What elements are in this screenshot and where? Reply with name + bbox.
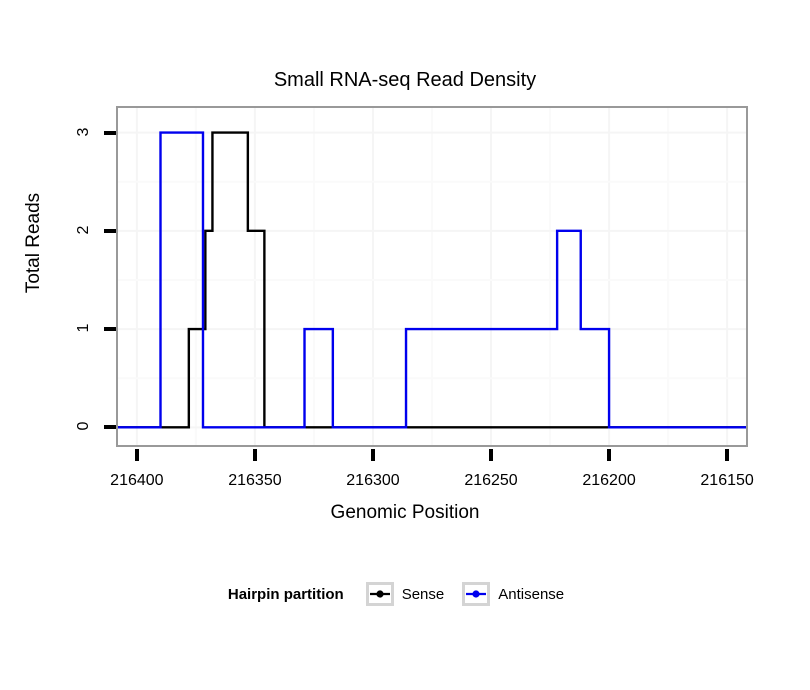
y-tick-mark bbox=[104, 327, 116, 332]
series-line-antisense bbox=[118, 131, 746, 429]
legend-entry-antisense[interactable]: Antisense bbox=[462, 582, 564, 606]
y-axis-label: Total Reads bbox=[23, 192, 44, 294]
y-tick-label: 2 bbox=[75, 225, 92, 235]
legend-title: Hairpin partition bbox=[227, 585, 344, 603]
x-tick-label: 216300 bbox=[346, 472, 400, 489]
x-tick-mark bbox=[607, 449, 612, 461]
plot-panel[interactable] bbox=[116, 106, 748, 447]
x-tick-label: 216350 bbox=[228, 472, 282, 489]
legend: Hairpin partition Sense Antisense bbox=[0, 582, 810, 606]
data-series-group bbox=[118, 131, 746, 429]
legend-label: Sense bbox=[401, 585, 445, 603]
plot-area bbox=[118, 108, 746, 445]
x-tick-mark bbox=[489, 449, 494, 461]
x-tick-label: 216250 bbox=[464, 472, 518, 489]
legend-entry-sense[interactable]: Sense bbox=[365, 582, 445, 606]
page-title: Small RNA-seq Read Density bbox=[273, 69, 537, 91]
y-tick-label: 3 bbox=[75, 127, 92, 137]
x-axis-label: Genomic Position bbox=[330, 502, 480, 523]
x-tick-label: 216150 bbox=[700, 472, 754, 489]
y-tick-mark bbox=[104, 130, 116, 135]
legend-label: Antisense bbox=[498, 585, 565, 603]
y-tick-label: 0 bbox=[75, 421, 92, 431]
legend-entries: Sense Antisense bbox=[365, 582, 582, 606]
x-tick-label: 216400 bbox=[110, 472, 164, 489]
series-line-sense bbox=[118, 131, 746, 429]
legend-key-icon bbox=[462, 582, 491, 606]
x-tick-label: 216200 bbox=[582, 472, 636, 489]
x-tick-mark bbox=[252, 449, 257, 461]
x-tick-mark bbox=[725, 449, 730, 461]
legend-key-icon bbox=[365, 582, 394, 606]
y-tick-mark bbox=[104, 425, 116, 430]
x-tick-mark bbox=[134, 449, 139, 461]
y-tick-label: 1 bbox=[75, 323, 92, 333]
y-tick-mark bbox=[104, 228, 116, 233]
x-tick-mark bbox=[370, 449, 375, 461]
